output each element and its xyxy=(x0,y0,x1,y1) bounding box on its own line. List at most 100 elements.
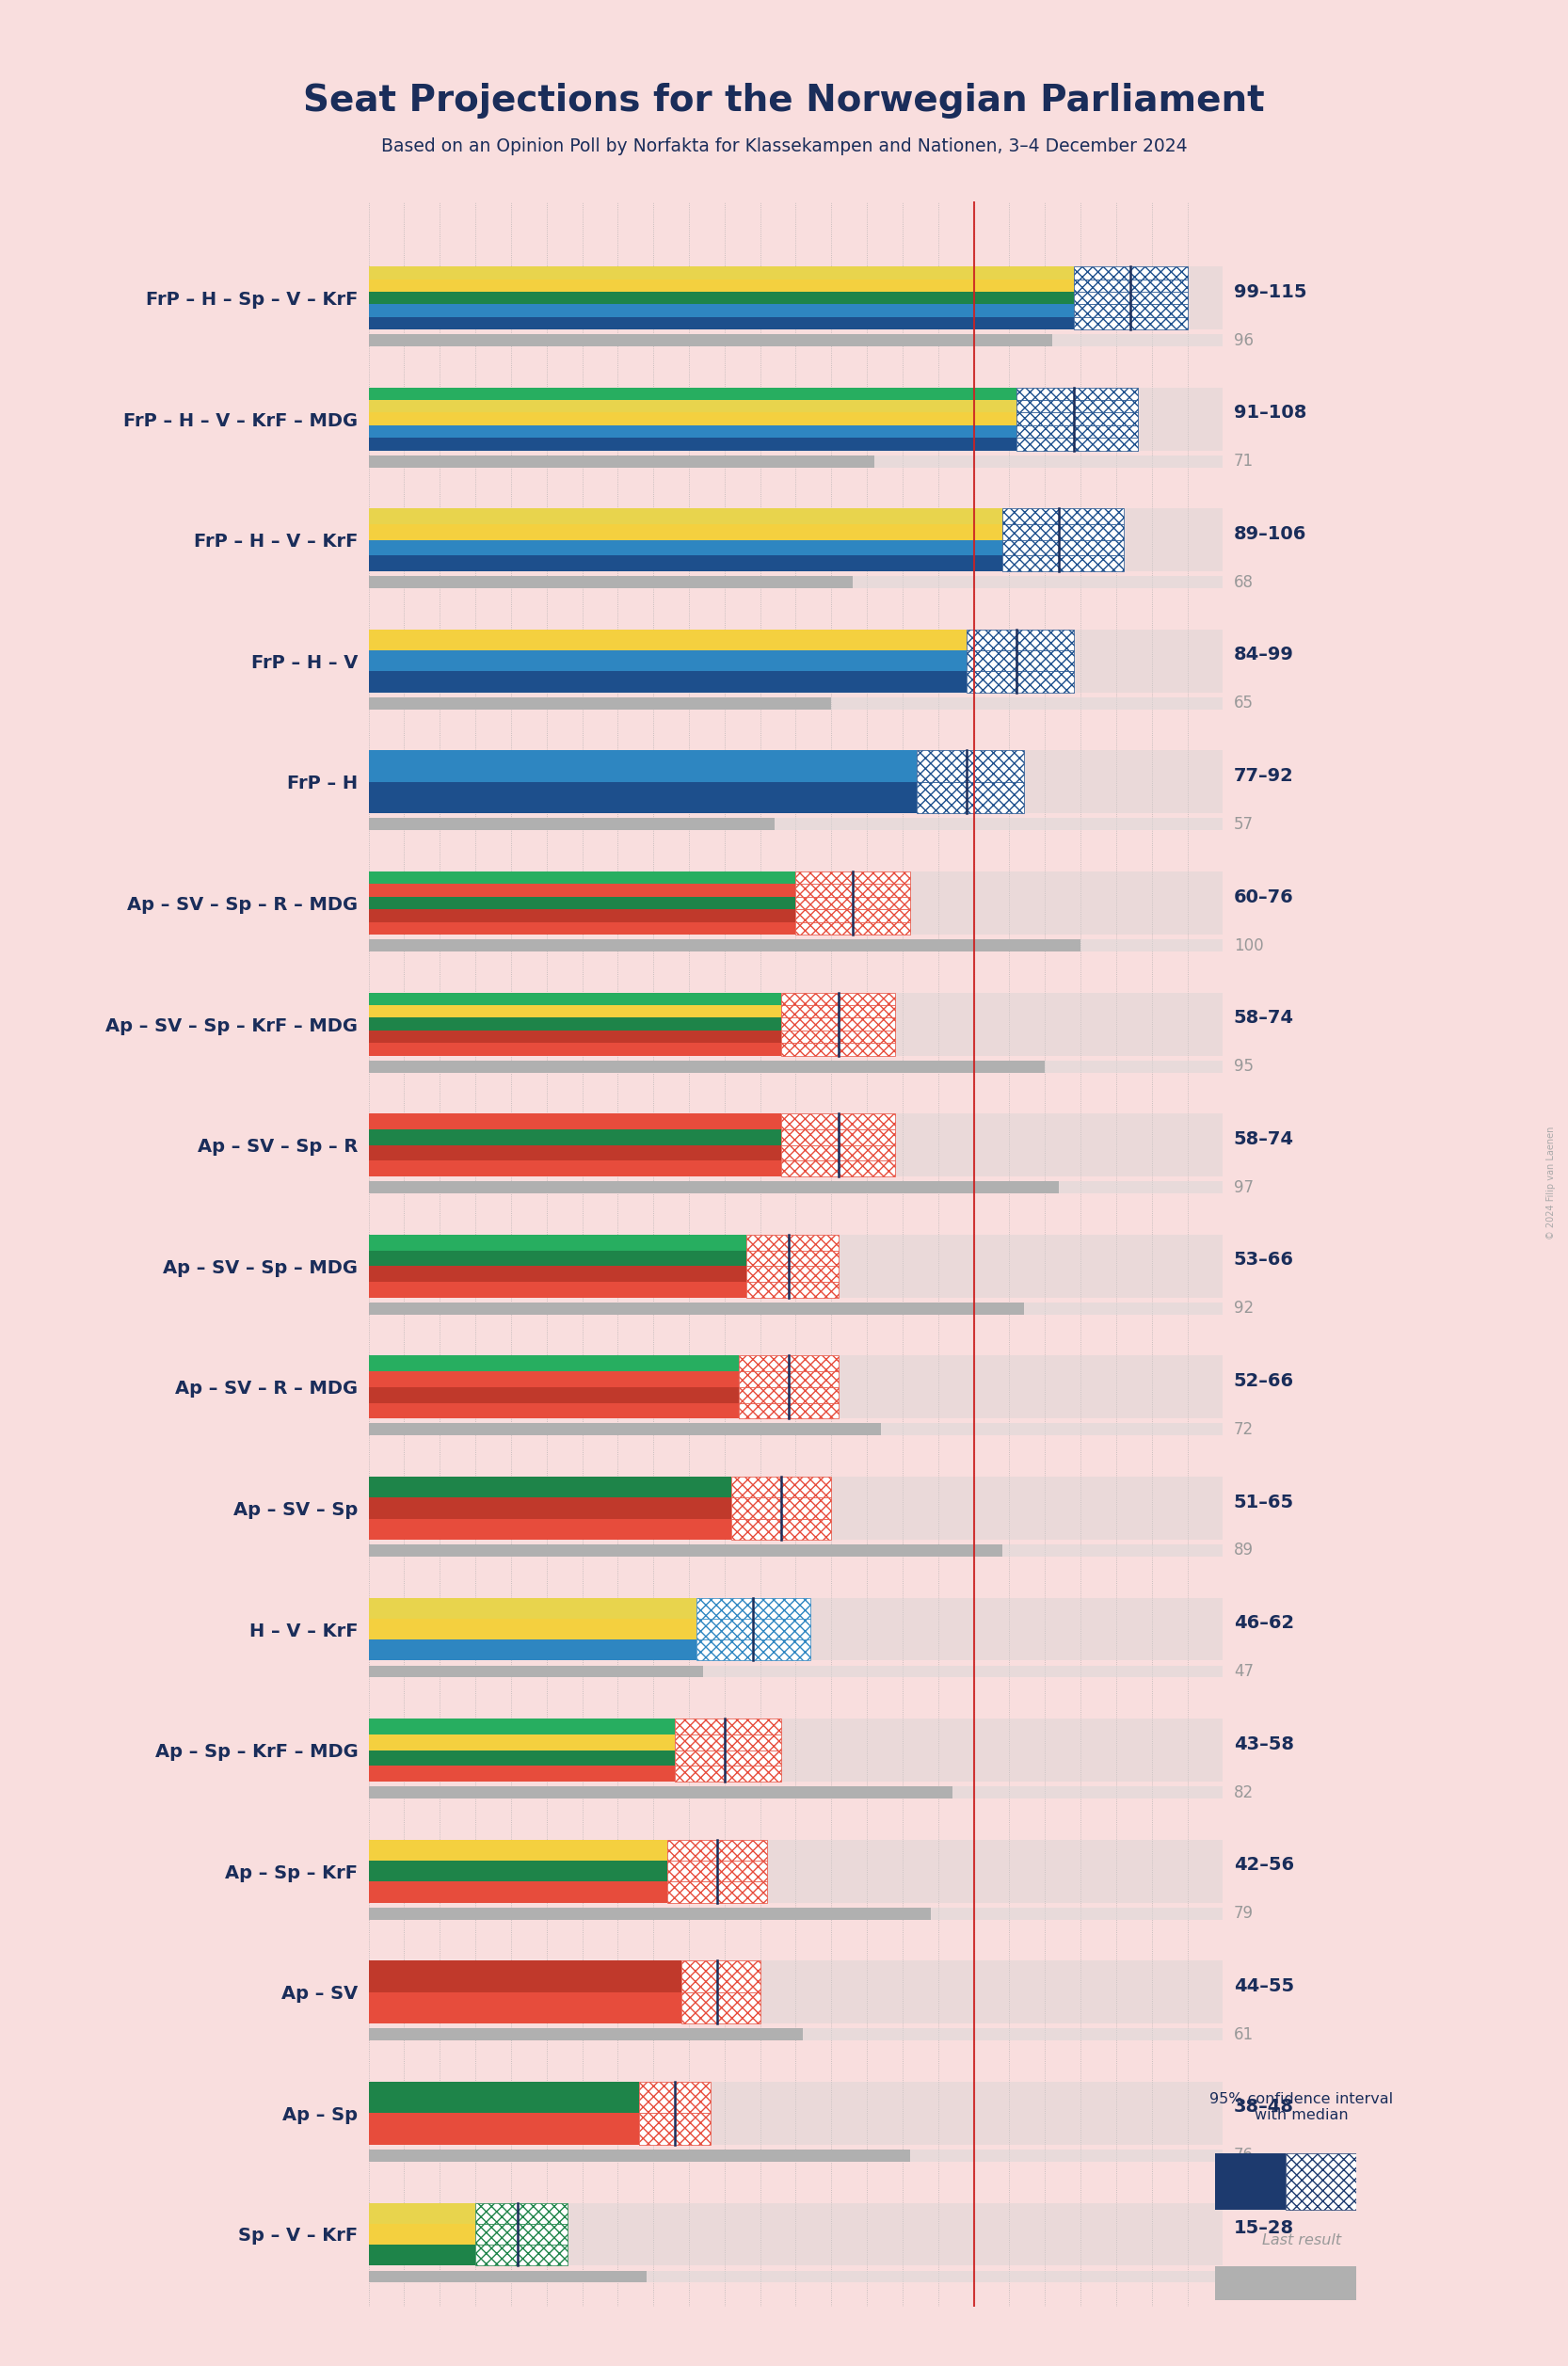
Text: Based on an Opinion Poll by Norfakta for Klassekampen and Nationen, 3–4 December: Based on an Opinion Poll by Norfakta for… xyxy=(381,137,1187,156)
Bar xyxy=(368,509,1002,525)
Bar xyxy=(795,909,909,923)
Text: 97: 97 xyxy=(1234,1178,1253,1195)
Text: 43–58: 43–58 xyxy=(1234,1734,1294,1753)
Bar xyxy=(1286,2153,1356,2210)
Bar xyxy=(368,1992,682,2023)
Bar xyxy=(696,1640,811,1661)
Text: 15–28: 15–28 xyxy=(1234,2219,1294,2238)
Bar xyxy=(1215,2153,1286,2210)
Bar xyxy=(368,1718,1223,1782)
Bar xyxy=(368,438,1016,450)
Bar xyxy=(368,897,795,909)
Text: 65: 65 xyxy=(1234,696,1253,712)
Bar xyxy=(368,1786,1223,1798)
Bar xyxy=(368,909,795,923)
Bar xyxy=(368,651,966,672)
Bar xyxy=(368,939,1223,951)
Text: 60–76: 60–76 xyxy=(1234,887,1294,906)
Text: 38–48: 38–48 xyxy=(1234,2099,1294,2115)
Bar xyxy=(368,2271,1223,2283)
Bar xyxy=(368,577,1223,589)
Bar xyxy=(368,1282,746,1297)
Bar xyxy=(668,1881,767,1902)
Bar xyxy=(368,388,1223,450)
Bar xyxy=(368,2082,640,2113)
Bar xyxy=(1074,305,1187,317)
Bar xyxy=(368,1372,739,1386)
Bar xyxy=(795,871,909,885)
Bar xyxy=(368,1881,668,1902)
Bar xyxy=(674,1751,781,1765)
Bar xyxy=(368,1751,674,1765)
Text: 91–108: 91–108 xyxy=(1234,405,1306,421)
Bar xyxy=(1002,509,1123,525)
Text: 42–56: 42–56 xyxy=(1234,1857,1294,1874)
Bar xyxy=(368,1907,931,1919)
Bar xyxy=(368,1666,702,1677)
Text: 71: 71 xyxy=(1234,452,1253,471)
Bar xyxy=(368,1301,1223,1315)
Bar xyxy=(368,1765,674,1782)
Bar xyxy=(368,994,781,1006)
Text: 84–99: 84–99 xyxy=(1234,646,1294,665)
Bar xyxy=(368,2113,640,2144)
Bar xyxy=(368,1618,696,1640)
Bar xyxy=(368,1640,696,1661)
Bar xyxy=(368,1301,1024,1315)
Bar xyxy=(668,1841,767,1860)
Bar xyxy=(795,897,909,909)
Bar xyxy=(368,698,831,710)
Text: 89–106: 89–106 xyxy=(1234,525,1306,542)
Bar xyxy=(1016,426,1137,438)
Text: 100: 100 xyxy=(1234,937,1264,953)
Bar xyxy=(368,2151,909,2163)
Bar xyxy=(368,698,1223,710)
Bar xyxy=(368,1060,1044,1072)
Bar xyxy=(368,539,1002,556)
Text: 89: 89 xyxy=(1234,1543,1253,1559)
Bar xyxy=(368,1841,1223,1902)
Bar xyxy=(368,556,1002,573)
Bar xyxy=(368,1356,739,1372)
Bar xyxy=(368,1718,674,1734)
Bar xyxy=(781,1017,895,1029)
Bar xyxy=(1215,2267,1356,2300)
Text: 92: 92 xyxy=(1234,1299,1253,1318)
Bar xyxy=(781,994,895,1006)
Bar xyxy=(368,2245,475,2267)
Bar xyxy=(368,334,1052,345)
Bar xyxy=(781,1006,895,1017)
Bar xyxy=(368,1961,682,1992)
Bar xyxy=(368,672,966,693)
Bar xyxy=(966,651,1074,672)
Text: 95% confidence interval
with median: 95% confidence interval with median xyxy=(1209,2092,1394,2122)
Bar xyxy=(732,1519,831,1540)
Bar xyxy=(368,454,1223,468)
Bar xyxy=(674,1734,781,1751)
Bar xyxy=(475,2203,568,2224)
Bar xyxy=(368,1114,781,1129)
Bar xyxy=(1016,388,1137,400)
Bar xyxy=(368,1734,674,1751)
Bar xyxy=(739,1403,839,1420)
Text: Last result: Last result xyxy=(1262,2234,1341,2248)
Bar xyxy=(475,2224,568,2245)
Bar xyxy=(368,291,1074,305)
Text: 44–55: 44–55 xyxy=(1234,1978,1294,1995)
Text: 47: 47 xyxy=(1234,1663,1253,1680)
Text: 96: 96 xyxy=(1234,331,1253,348)
Bar xyxy=(368,279,1074,291)
Bar xyxy=(368,1666,1223,1677)
Bar xyxy=(368,1545,1002,1557)
Bar xyxy=(368,1841,668,1860)
Bar xyxy=(368,1498,732,1519)
Bar xyxy=(368,2151,1223,2163)
Bar xyxy=(368,819,1223,830)
Bar xyxy=(668,1860,767,1881)
Text: 58–74: 58–74 xyxy=(1234,1131,1294,1148)
Bar xyxy=(368,1424,1223,1436)
Bar xyxy=(368,400,1016,412)
Bar xyxy=(368,1476,732,1498)
Bar xyxy=(368,1114,1223,1176)
Bar xyxy=(368,426,1016,438)
